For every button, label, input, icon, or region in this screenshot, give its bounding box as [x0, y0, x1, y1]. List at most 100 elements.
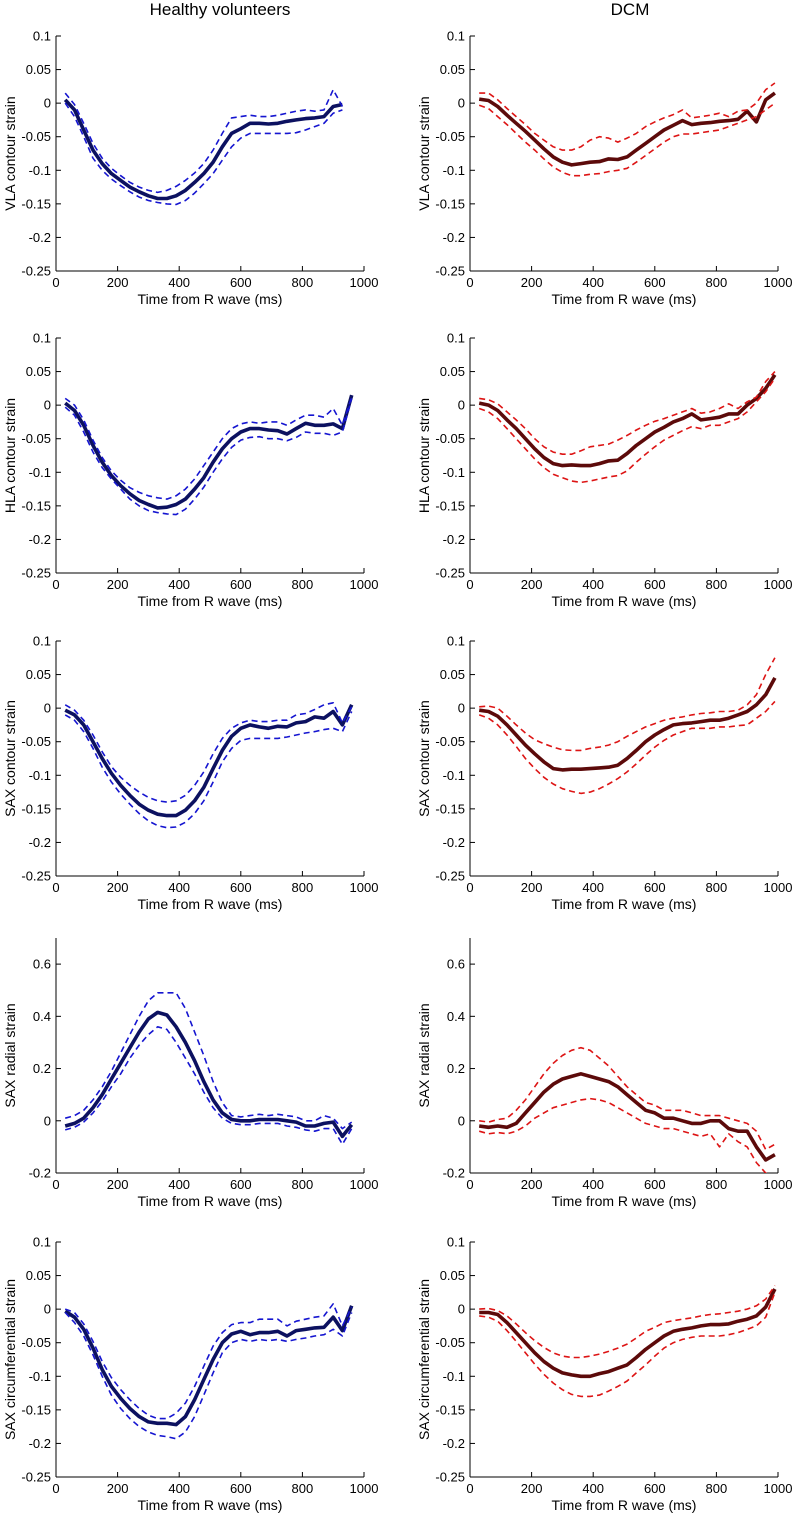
x-tick-label: 600	[644, 577, 666, 592]
upper-bound-line	[479, 82, 776, 151]
y-tick-label: -0.1	[29, 1369, 51, 1384]
lower-bound-line	[64, 1311, 353, 1440]
upper-bound-line	[479, 657, 776, 752]
x-tick-label: 400	[582, 880, 604, 895]
mean-line	[479, 1288, 777, 1379]
x-tick-label: 0	[466, 275, 473, 290]
x-tick-label: 800	[292, 1177, 314, 1192]
y-tick-label: -0.2	[443, 1166, 465, 1181]
x-tick-label: 600	[644, 275, 666, 290]
upper-bound-line	[479, 371, 776, 456]
y-tick-label: -0.25	[21, 264, 51, 279]
x-tick-label: 0	[52, 1481, 59, 1496]
y-tick-label: 0.4	[447, 1009, 465, 1024]
x-tick-label: 200	[521, 275, 543, 290]
y-tick-label: -0.2	[443, 1436, 465, 1451]
y-tick-label: -0.25	[435, 869, 465, 884]
y-tick-label: -0.15	[21, 1402, 51, 1417]
y-axis-label: SAX contour strain	[2, 700, 18, 817]
y-tick-label: 0	[44, 1302, 51, 1317]
column-title-dcm: DCM	[610, 0, 650, 19]
x-axis-label: Time from R wave (ms)	[138, 593, 283, 609]
x-tick-label: 0	[52, 880, 59, 895]
mean-line	[478, 91, 776, 167]
mean-line	[64, 1305, 354, 1427]
x-tick-label: 1000	[350, 275, 379, 290]
y-axis-label: SAX circumferential strain	[416, 1279, 432, 1440]
lower-bound-line	[64, 1026, 353, 1146]
y-tick-label: 0.4	[33, 1009, 51, 1024]
x-tick-label: 0	[466, 1177, 473, 1192]
x-tick-label: 1000	[350, 577, 379, 592]
y-tick-label: -0.2	[29, 532, 51, 547]
upper-bound-line	[64, 701, 353, 803]
x-tick-label: 0	[466, 577, 473, 592]
y-tick-label: 0	[44, 1113, 51, 1128]
lower-bound-line	[478, 700, 776, 795]
y-tick-label: -0.2	[29, 1436, 51, 1451]
x-tick-label: 1000	[764, 577, 793, 592]
x-tick-label: 400	[582, 1481, 604, 1496]
column-title-healthy: Healthy volunteers	[149, 0, 291, 19]
upper-bound-line	[64, 88, 344, 194]
y-tick-label: 0.1	[33, 634, 51, 649]
y-tick-label: -0.05	[21, 1335, 51, 1350]
y-tick-label: -0.25	[435, 264, 465, 279]
y-tick-label: -0.25	[21, 566, 51, 581]
y-tick-label: -0.25	[435, 566, 465, 581]
y-tick-label: -0.1	[443, 768, 465, 783]
y-tick-label: -0.25	[21, 1470, 51, 1485]
x-tick-label: 600	[230, 275, 252, 290]
y-axis-label: SAX circumferential strain	[2, 1279, 18, 1440]
x-tick-label: 600	[230, 880, 252, 895]
x-tick-label: 1000	[350, 880, 379, 895]
y-tick-label: 0	[44, 96, 51, 111]
y-tick-label: 0.1	[33, 331, 51, 346]
y-tick-label: 0	[458, 1113, 465, 1128]
y-tick-label: -0.15	[21, 801, 51, 816]
x-tick-label: 600	[230, 1481, 252, 1496]
y-tick-label: 0	[44, 701, 51, 716]
x-tick-label: 800	[292, 577, 314, 592]
y-tick-label: -0.25	[435, 1470, 465, 1485]
x-tick-label: 1000	[350, 1177, 379, 1192]
x-tick-label: 800	[292, 1481, 314, 1496]
x-tick-label: 800	[292, 880, 314, 895]
mean-line	[478, 1072, 776, 1162]
y-tick-label: 0.05	[26, 1268, 51, 1283]
x-tick-label: 400	[168, 1177, 190, 1192]
x-axis-label: Time from R wave (ms)	[552, 593, 697, 609]
x-tick-label: 600	[230, 577, 252, 592]
y-tick-label: 0.05	[26, 667, 51, 682]
x-tick-label: 0	[466, 1481, 473, 1496]
upper-bound-line	[64, 1303, 353, 1420]
x-tick-label: 0	[52, 275, 59, 290]
y-tick-label: 0.05	[440, 667, 465, 682]
x-tick-label: 400	[582, 577, 604, 592]
y-tick-label: -0.2	[29, 1166, 51, 1181]
x-tick-label: 800	[706, 1481, 728, 1496]
x-tick-label: 800	[706, 275, 728, 290]
x-axis-label: Time from R wave (ms)	[138, 1193, 283, 1209]
lower-bound-line	[64, 398, 353, 516]
chart-panel-2: -0.25 -0.2 -0.15 -0.1 -0.05 0 0.05 0.1 0 200 400 60…	[416, 29, 792, 308]
x-tick-label: 400	[582, 1177, 604, 1192]
y-tick-label: -0.05	[435, 734, 465, 749]
y-axis-label: VLA contour strain	[416, 96, 432, 210]
y-tick-label: 0.05	[440, 62, 465, 77]
x-tick-label: 200	[521, 1177, 543, 1192]
x-tick-label: 400	[168, 275, 190, 290]
y-tick-label: -0.15	[435, 196, 465, 211]
y-tick-label: -0.1	[443, 163, 465, 178]
x-axis-label: Time from R wave (ms)	[552, 291, 697, 307]
upper-bound-line	[64, 991, 353, 1130]
y-tick-label: -0.25	[21, 869, 51, 884]
x-tick-label: 800	[706, 1177, 728, 1192]
lower-bound-line	[478, 102, 776, 177]
x-tick-label: 600	[644, 1481, 666, 1496]
y-tick-label: 0.05	[440, 1268, 465, 1283]
x-tick-label: 400	[168, 577, 190, 592]
